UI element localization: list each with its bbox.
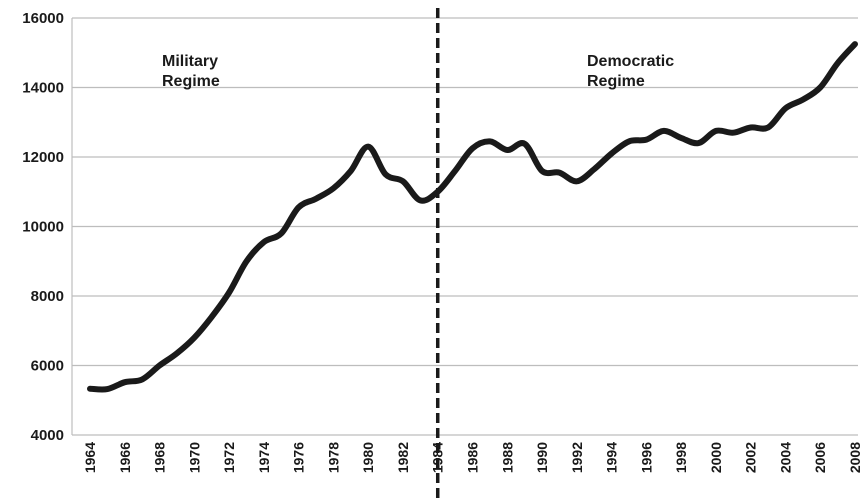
annotation-line: Military [162, 53, 218, 70]
x-tick-label: 1976 [291, 442, 307, 473]
annotation-line: Regime [162, 73, 220, 90]
series-line [87, 41, 858, 393]
x-tick-label: 1978 [325, 442, 341, 473]
x-tick-label: 1972 [221, 442, 237, 473]
x-axis: 1964 1966 1968 1970 1972 1974 1976 1978 1980 1982… [82, 442, 863, 473]
x-tick-label: 2006 [812, 442, 828, 473]
x-tick-label: 2002 [743, 442, 759, 473]
y-tick-label: 6000 [31, 358, 64, 375]
x-tick-label: 1994 [604, 442, 620, 473]
x-tick-label: 1964 [82, 442, 98, 473]
x-tick-label: 2004 [777, 442, 793, 473]
y-tick-label: 12000 [22, 149, 64, 166]
y-tick-label: 8000 [31, 288, 64, 305]
annotation-line: Regime [587, 73, 645, 90]
series-layer [87, 41, 858, 393]
y-tick-label: 16000 [22, 10, 64, 27]
x-tick-label: 1980 [360, 442, 376, 473]
y-tick-label: 4000 [31, 427, 64, 444]
x-tick-label: 1968 [152, 442, 168, 473]
x-tick-label: 1984 [430, 442, 446, 473]
regime-annotation: Democratic Regime [587, 53, 674, 90]
regime-annotation: Military Regime [162, 53, 220, 90]
x-tick-label: 1996 [638, 442, 654, 473]
annotations: Military Regime Democratic Regime [162, 53, 674, 90]
x-tick-label: 2008 [847, 442, 863, 473]
x-tick-label: 1982 [395, 442, 411, 473]
y-tick-label: 10000 [22, 219, 64, 236]
x-tick-label: 1986 [465, 442, 481, 473]
x-tick-label: 1988 [499, 442, 515, 473]
x-tick-label: 1974 [256, 442, 272, 473]
annotation-line: Democratic [587, 53, 674, 70]
x-tick-label: 1966 [117, 442, 133, 473]
x-tick-label: 1992 [569, 442, 585, 473]
y-tick-label: 14000 [22, 80, 64, 97]
x-tick-label: 1970 [186, 442, 202, 473]
x-tick-label: 1998 [673, 442, 689, 473]
x-tick-label: 1990 [534, 442, 550, 473]
x-tick-label: 2000 [708, 442, 724, 473]
y-axis: 4000 6000 8000 10000 12000 14000 16000 [22, 10, 64, 444]
